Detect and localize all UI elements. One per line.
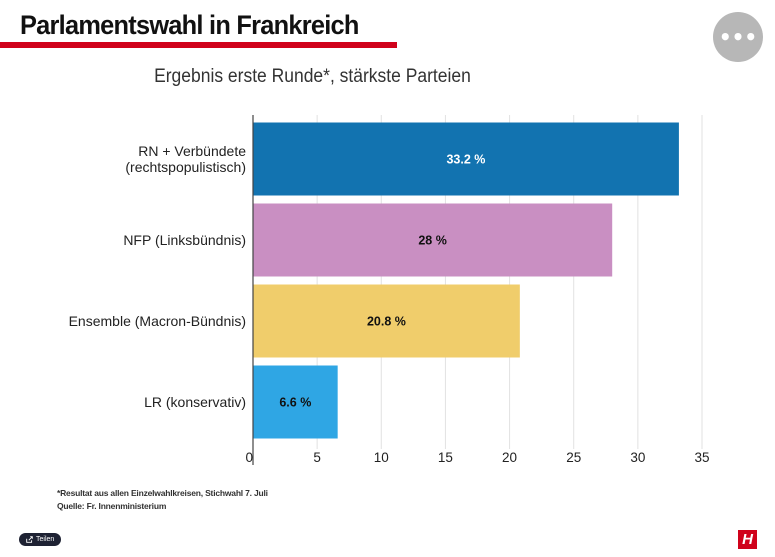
category-label: RN + Verbündete (138, 143, 246, 159)
category-label: NFP (Linksbündnis) (123, 232, 246, 248)
footnote: *Resultat aus allen Einzelwahlkreisen, S… (57, 488, 268, 498)
chart-subtitle: Ergebnis erste Runde*, stärkste Parteien (154, 66, 471, 87)
bar-value-label: 20.8 % (367, 315, 406, 329)
bar-value-label: 28 % (418, 234, 447, 248)
x-tick-label: 20 (502, 450, 517, 465)
x-tick-label: 0 (245, 450, 253, 465)
category-label: Ensemble (Macron-Bündnis) (69, 313, 246, 329)
source-note: Quelle: Fr. Innenministerium (57, 501, 167, 511)
bar-value-label: 6.6 % (279, 396, 311, 410)
x-tick-label: 30 (630, 450, 645, 465)
publisher-logo: H (738, 530, 757, 549)
share-label: Teilen (36, 536, 55, 543)
x-tick-label: 25 (566, 450, 581, 465)
x-tick-label: 5 (313, 450, 321, 465)
chart-title: Parlamentswahl in Frankreich (20, 10, 359, 40)
x-tick-label: 35 (694, 450, 709, 465)
x-tick-label: 10 (374, 450, 389, 465)
bar (253, 284, 520, 358)
bar-value-label: 33.2 % (446, 153, 485, 167)
category-label: (rechtspopulistisch) (125, 159, 246, 175)
bar (253, 203, 613, 277)
share-button[interactable]: Teilen (19, 533, 62, 546)
x-tick-label: 15 (438, 450, 453, 465)
more-dots-icon: ••• (718, 25, 758, 49)
title-underline (0, 42, 397, 48)
bar (253, 365, 338, 439)
bar (253, 122, 679, 196)
share-icon (26, 536, 33, 543)
category-label: LR (konservativ) (144, 394, 246, 410)
more-options-button[interactable]: ••• (713, 12, 763, 62)
